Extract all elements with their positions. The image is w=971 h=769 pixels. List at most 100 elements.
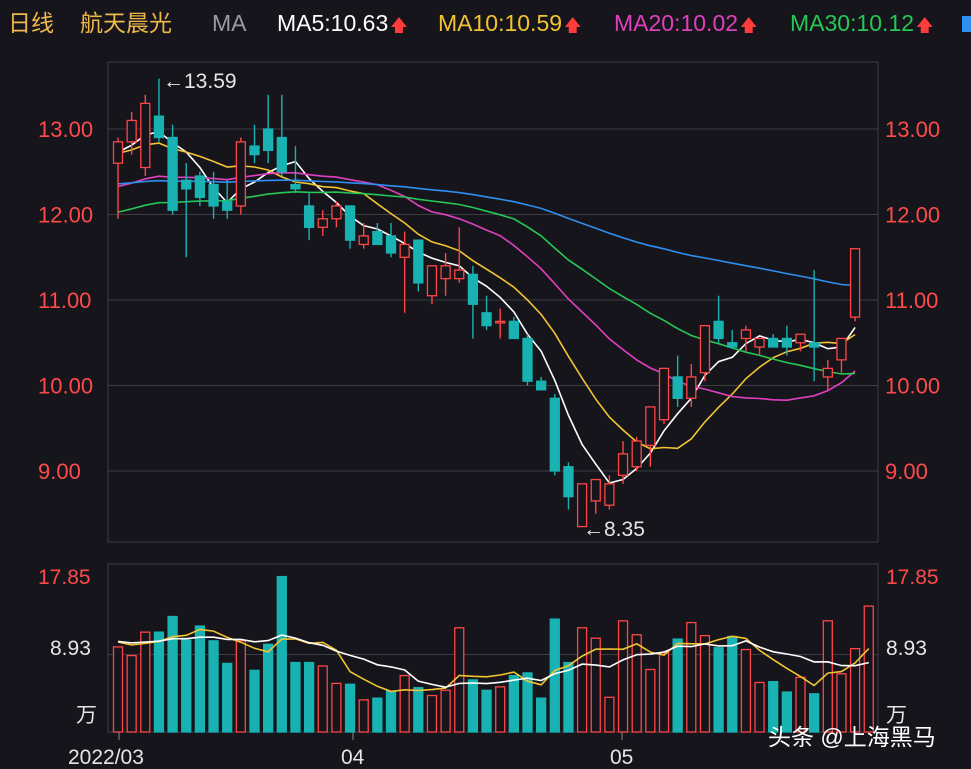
candle-body [303,205,315,228]
up-arrow-icon: 🡅 [916,16,934,35]
candle-body [454,269,465,280]
candle [454,227,465,283]
candle-body [140,102,151,169]
volume-bar [276,575,287,733]
candle-body [795,333,806,344]
candle [590,478,601,514]
volume-bar [699,634,711,733]
volume-bar [672,638,683,733]
candle [140,94,151,177]
candle-body [549,397,560,472]
candle-body [413,239,424,284]
x-label-05: 05 [610,746,633,769]
candle [836,337,847,373]
volume-bar [754,681,765,733]
volume-bar [153,631,165,733]
candle-body [727,342,738,348]
price-tick-right: 11.00 [885,288,938,313]
candle-body [781,337,792,348]
candle-body [658,367,670,421]
candle-body [822,367,833,378]
candle [181,163,192,258]
price-grid [108,128,878,472]
volume-bar [631,634,642,733]
volume-bar [331,682,342,733]
volume-axis-unit-left: 万 [76,704,97,727]
volume-bar [167,615,178,733]
candle [290,146,301,194]
volume-ma-lines [117,628,870,693]
candle-body [208,183,219,207]
ma20-value: MA20:10.02 [614,10,739,36]
volume-bar [344,683,356,733]
volume-bar [385,690,397,733]
candle-body [754,337,765,348]
volume-bar [781,691,792,733]
candle-body [508,320,520,340]
volume-bar [194,625,206,733]
ma30-value: MA30:10.12 [790,10,915,36]
candle-body [699,324,711,374]
candle-body [686,376,697,399]
volume-bar [590,637,601,733]
volume-bar [481,689,492,733]
candle-body [194,175,206,199]
x-label-04: 04 [341,746,365,769]
candle [372,223,383,246]
price-axis-right: 13.00 12.00 11.00 10.00 9.00 [885,117,940,484]
watermark: 头条 @上海黑马 [768,724,936,750]
volume-bar [768,680,779,733]
volume-axis-mid-left: 8.93 [50,637,91,660]
candle [303,193,315,241]
volume-bar [372,697,383,733]
ma20-legend: MA20:10.02 🡅 [614,6,758,40]
candle [617,441,629,484]
candle-body [181,179,192,190]
candle-body [331,205,342,220]
ma60-legend-edge [962,16,971,32]
candle [208,171,219,219]
ma10-value: MA10:10.59 [438,10,563,36]
volume-axis-max-right: 17.85 [886,566,939,589]
candle [536,376,547,391]
candle [194,171,206,206]
candle [809,270,820,382]
candle-body [249,145,260,156]
candle [385,223,397,258]
candle [781,325,792,356]
ma5-legend: MA5:10.63 🡅 [277,6,408,40]
x-label-2022-03: 2022/03 [68,746,144,769]
volume-bar [617,620,629,733]
candle-body [358,235,369,246]
volume-bar [604,696,615,733]
candle [849,248,861,322]
candle-body [836,337,847,361]
candle-body [631,440,642,468]
candle-body [576,483,588,528]
candle [795,333,806,352]
candle-body [399,243,410,258]
high-price-annotation: ←13.59 [163,70,237,93]
period-label[interactable]: 日线 [8,10,54,36]
volume-bar [290,661,301,733]
volume-axis-mid-right: 8.93 [886,637,927,660]
candle [658,367,670,424]
price-tick-right: 10.00 [885,374,940,399]
candle [727,329,738,348]
ma-indicator-label[interactable]: MA [212,10,247,36]
volume-bar [112,646,124,733]
candle [768,334,779,348]
volume-bar [140,631,151,733]
volume-bar [413,687,424,733]
candle [126,111,137,155]
candle [344,205,356,249]
candle-body [590,478,601,502]
candle-body [740,329,752,340]
candle [440,252,451,296]
candle [686,364,697,407]
volume-bar [809,693,820,733]
candle-body [222,201,233,211]
candle [481,295,492,330]
volume-bar [563,661,574,733]
